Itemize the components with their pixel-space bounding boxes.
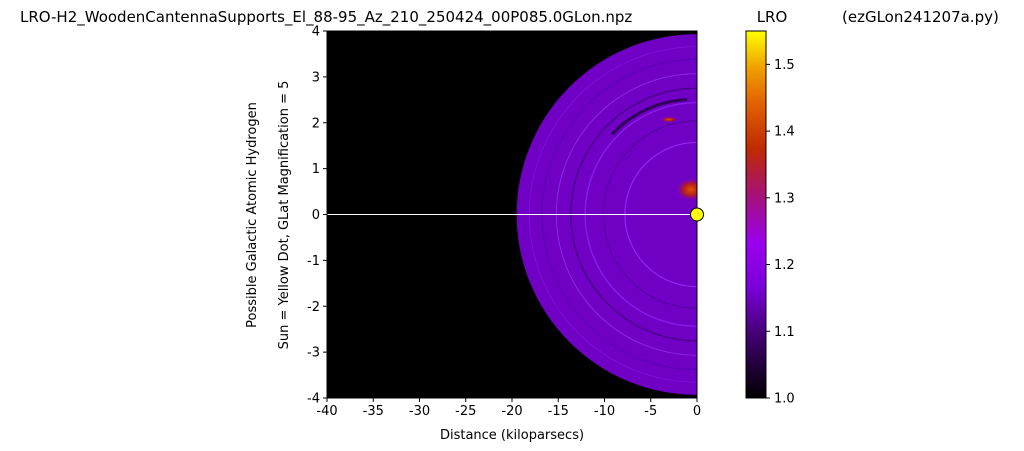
y-axis-label-line1: Possible Galactic Atomic Hydrogen — [245, 102, 260, 328]
colorbar-tick-label: 1.2 — [774, 258, 795, 273]
colorbar-tick-label: 1.4 — [774, 125, 795, 140]
colorbar-axis: 1.0 1.1 1.2 1.3 1.4 1.5 — [766, 58, 795, 407]
y-tick-label: 4 — [312, 25, 320, 40]
x-tick-label: -10 — [594, 404, 615, 419]
colorbar-tick-label: 1.3 — [774, 191, 795, 206]
y-tick-label: -3 — [307, 346, 320, 361]
y-tick-label: -1 — [307, 254, 320, 269]
x-tick-label: -5 — [644, 404, 657, 419]
x-tick-label: 0 — [693, 404, 701, 419]
y-axis: -4 -3 -2 -1 0 1 2 3 4 — [307, 25, 327, 407]
emission-dark-lane — [610, 98, 688, 136]
colorbar-tick-label: 1.0 — [774, 392, 795, 407]
chart-title: LRO-H2_WoodenCantennaSupports_El_88-95_A… — [20, 8, 632, 27]
x-tick-label: -40 — [316, 404, 337, 419]
script-note: (ezGLon241207a.py) — [842, 8, 999, 26]
y-tick-label: -2 — [307, 300, 320, 315]
colorbar-tick-label: 1.1 — [774, 325, 795, 340]
x-tick-label: -25 — [455, 404, 476, 419]
colorbar-title: LRO — [757, 8, 788, 26]
emission-hotspot — [675, 177, 697, 202]
y-axis-label-line2: Sun = Yellow Dot, GLat Magnification = 5 — [277, 81, 292, 350]
x-axis-label: Distance (kiloparsecs) — [440, 428, 584, 443]
colorbar — [745, 30, 767, 399]
x-axis: -40 -35 -30 -25 -20 -15 -10 -5 0 — [316, 398, 701, 419]
x-tick-label: -35 — [363, 404, 384, 419]
emission-hotspot — [660, 116, 678, 123]
x-tick-label: -20 — [501, 404, 522, 419]
y-tick-label: 1 — [312, 162, 320, 177]
y-tick-label: -4 — [307, 392, 320, 407]
colorbar-tick-label: 1.5 — [774, 58, 795, 73]
x-tick-label: -15 — [548, 404, 569, 419]
y-tick-label: 0 — [312, 208, 320, 223]
y-tick-label: 3 — [312, 70, 320, 85]
sun-marker — [690, 207, 704, 222]
x-tick-label: -30 — [409, 404, 430, 419]
plot-area — [327, 31, 697, 398]
y-tick-label: 2 — [312, 116, 320, 131]
